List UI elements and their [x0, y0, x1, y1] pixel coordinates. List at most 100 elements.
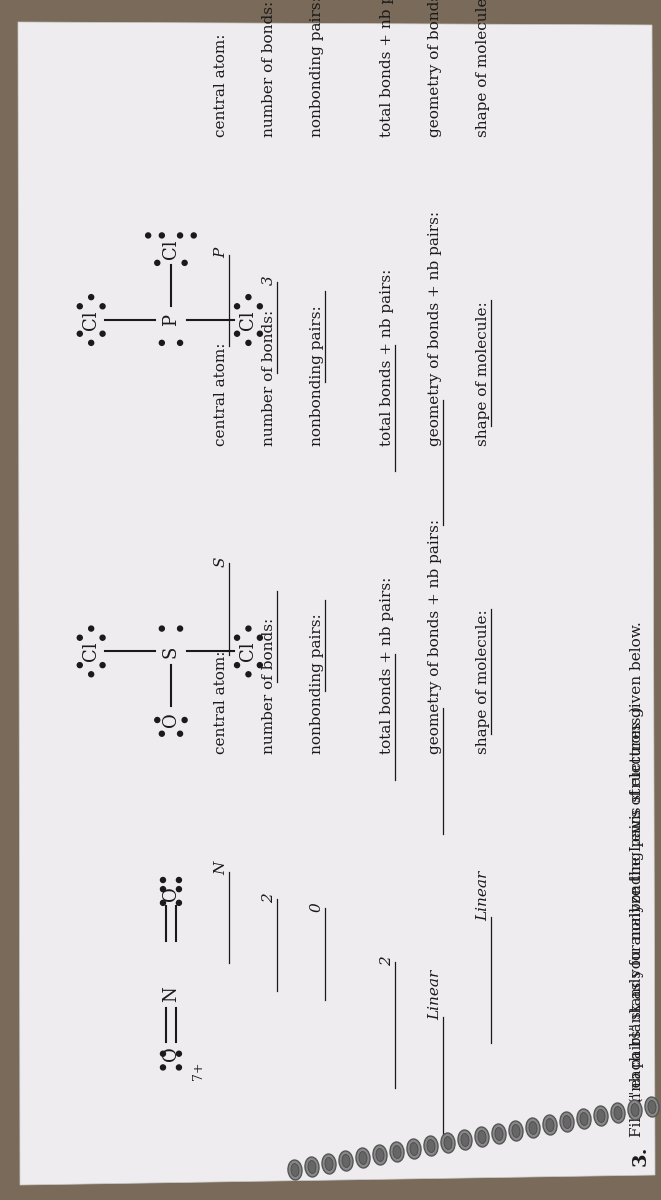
Ellipse shape: [631, 1104, 639, 1116]
Circle shape: [191, 233, 196, 238]
Circle shape: [246, 626, 251, 631]
Ellipse shape: [543, 1115, 557, 1135]
Ellipse shape: [305, 1157, 319, 1177]
Text: Cl: Cl: [82, 642, 100, 661]
Text: Cl: Cl: [162, 239, 180, 259]
Circle shape: [77, 304, 82, 308]
Text: Fill in each blank as you analyze the Lewis structures given below.: Fill in each blank as you analyze the Le…: [630, 622, 644, 1138]
Circle shape: [246, 672, 251, 677]
Circle shape: [178, 626, 182, 631]
Ellipse shape: [376, 1148, 384, 1162]
Text: S: S: [214, 557, 228, 566]
Circle shape: [176, 900, 181, 905]
Text: S: S: [162, 646, 180, 658]
Ellipse shape: [594, 1106, 608, 1126]
Text: shape of molecule:: shape of molecule:: [476, 301, 490, 445]
Polygon shape: [18, 22, 655, 1186]
Circle shape: [235, 304, 239, 308]
Text: Cl: Cl: [82, 310, 100, 330]
Text: N: N: [214, 862, 228, 875]
Ellipse shape: [577, 1109, 591, 1129]
Circle shape: [235, 662, 239, 667]
Ellipse shape: [322, 1154, 336, 1174]
Circle shape: [159, 233, 165, 238]
Circle shape: [145, 233, 151, 238]
Circle shape: [161, 877, 165, 882]
Ellipse shape: [461, 1134, 469, 1146]
Ellipse shape: [645, 1097, 659, 1117]
Text: Cl: Cl: [239, 642, 257, 661]
Circle shape: [89, 626, 94, 631]
Ellipse shape: [478, 1130, 486, 1144]
Text: ("nb pairs" stands for nonbonding pairs of electrons.): ("nb pairs" stands for nonbonding pairs …: [629, 706, 644, 1103]
Text: Linear: Linear: [476, 870, 490, 920]
Text: 3: 3: [262, 276, 276, 286]
Circle shape: [176, 877, 181, 882]
Text: central atom:: central atom:: [214, 342, 228, 445]
Text: O: O: [162, 1046, 180, 1061]
Ellipse shape: [390, 1142, 404, 1162]
Circle shape: [257, 331, 262, 336]
Ellipse shape: [529, 1122, 537, 1134]
Circle shape: [178, 731, 182, 737]
Circle shape: [257, 662, 262, 667]
Ellipse shape: [373, 1145, 387, 1165]
Ellipse shape: [339, 1151, 353, 1171]
Circle shape: [257, 304, 262, 308]
Ellipse shape: [393, 1146, 401, 1158]
Ellipse shape: [308, 1160, 316, 1174]
Text: 2: 2: [380, 956, 395, 966]
Text: N: N: [162, 986, 180, 1002]
Text: geometry of bonds + nb pairs:: geometry of bonds + nb pairs:: [428, 210, 442, 445]
Ellipse shape: [546, 1118, 554, 1132]
Ellipse shape: [512, 1124, 520, 1138]
Text: 7+: 7+: [192, 1062, 205, 1080]
Circle shape: [235, 331, 239, 336]
Text: total bonds + nb pairs:: total bonds + nb pairs:: [380, 0, 395, 137]
Ellipse shape: [291, 1164, 299, 1176]
Text: Linear: Linear: [428, 970, 442, 1020]
Circle shape: [161, 887, 165, 892]
Circle shape: [176, 887, 181, 892]
Text: nonbonding pairs:: nonbonding pairs:: [309, 305, 324, 445]
Text: shape of molecule:: shape of molecule:: [476, 610, 490, 755]
Ellipse shape: [458, 1130, 472, 1150]
Ellipse shape: [611, 1103, 625, 1123]
Text: shape of molecule:: shape of molecule:: [476, 0, 490, 137]
Text: O: O: [162, 887, 180, 901]
Ellipse shape: [288, 1160, 302, 1180]
Ellipse shape: [492, 1124, 506, 1144]
Ellipse shape: [580, 1112, 588, 1126]
Circle shape: [100, 304, 105, 308]
Circle shape: [77, 331, 82, 336]
Text: 3.: 3.: [632, 1145, 650, 1165]
Circle shape: [178, 341, 182, 346]
Ellipse shape: [407, 1139, 421, 1159]
Text: total bonds + nb pairs:: total bonds + nb pairs:: [380, 269, 395, 445]
Ellipse shape: [614, 1106, 622, 1120]
Text: central atom:: central atom:: [214, 650, 228, 755]
Text: total bonds + nb pairs:: total bonds + nb pairs:: [380, 577, 395, 755]
Circle shape: [178, 233, 182, 238]
Text: nonbonding pairs:: nonbonding pairs:: [309, 613, 324, 755]
Circle shape: [159, 341, 165, 346]
Circle shape: [246, 341, 251, 346]
Ellipse shape: [325, 1158, 333, 1170]
Circle shape: [182, 260, 187, 265]
Circle shape: [159, 626, 165, 631]
Circle shape: [257, 635, 262, 641]
Text: P: P: [214, 248, 228, 258]
Text: geometry of bonds + nb pairs:: geometry of bonds + nb pairs:: [428, 0, 442, 137]
Ellipse shape: [427, 1140, 435, 1152]
Circle shape: [155, 718, 160, 722]
Text: P: P: [162, 314, 180, 326]
Text: number of bonds:: number of bonds:: [262, 1, 276, 137]
Circle shape: [235, 635, 239, 641]
Circle shape: [100, 331, 105, 336]
Text: Cl: Cl: [239, 310, 257, 330]
Circle shape: [100, 635, 105, 641]
Ellipse shape: [342, 1154, 350, 1168]
Text: nonbonding pairs:: nonbonding pairs:: [309, 0, 324, 137]
Text: O: O: [162, 713, 180, 727]
Ellipse shape: [560, 1112, 574, 1132]
